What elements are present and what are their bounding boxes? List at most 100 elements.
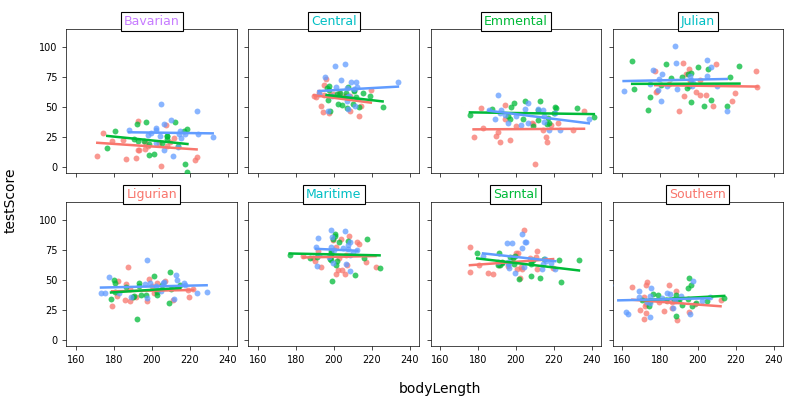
Point [141, 257, 154, 263]
Point [686, 83, 698, 90]
Point [138, 146, 151, 153]
Point [133, 282, 146, 289]
Point [325, 248, 338, 255]
Point [326, 236, 339, 243]
Point [130, 316, 143, 322]
Point [536, 261, 549, 267]
Point [140, 119, 153, 125]
Point [108, 276, 121, 283]
Point [525, 258, 538, 265]
Point [670, 313, 682, 320]
Point [509, 270, 522, 276]
Point [632, 294, 645, 300]
Point [157, 278, 170, 285]
Point [700, 72, 713, 79]
Point [139, 281, 152, 288]
Point [91, 152, 104, 159]
Point [174, 135, 187, 142]
Point [700, 91, 713, 98]
Point [168, 118, 181, 125]
Point [663, 282, 676, 288]
Point [343, 239, 356, 246]
Point [638, 303, 651, 309]
Point [330, 244, 342, 250]
Point [673, 108, 686, 114]
Point [376, 104, 389, 110]
Point [510, 265, 523, 272]
Point [508, 261, 521, 268]
Point [675, 74, 688, 80]
Point [496, 259, 509, 266]
Point [334, 236, 347, 242]
Point [691, 64, 704, 71]
Point [334, 77, 347, 83]
Point [206, 134, 219, 141]
Point [531, 106, 544, 112]
Point [297, 252, 310, 259]
Point [520, 239, 533, 245]
Point [524, 255, 537, 262]
Point [502, 113, 514, 120]
Point [492, 129, 505, 135]
Point [119, 284, 132, 290]
Point [518, 264, 531, 270]
Point [534, 98, 546, 104]
Point [322, 82, 335, 89]
Point [113, 290, 126, 296]
Point [138, 138, 150, 144]
Point [464, 244, 477, 250]
Point [119, 156, 132, 162]
Point [174, 282, 186, 288]
Point [109, 280, 122, 286]
Point [318, 81, 330, 88]
Point [144, 280, 157, 286]
Point [492, 250, 505, 256]
Point [133, 280, 146, 286]
Point [164, 139, 177, 145]
Point [124, 285, 137, 292]
Point [502, 259, 514, 266]
Point [132, 138, 145, 144]
Point [518, 227, 530, 233]
Point [130, 121, 143, 128]
Point [142, 132, 154, 138]
Point [670, 292, 683, 298]
Point [318, 92, 330, 99]
Point [653, 76, 666, 82]
Point [364, 93, 377, 99]
Point [644, 314, 657, 320]
Point [150, 292, 163, 298]
Point [149, 127, 162, 134]
Point [498, 116, 511, 123]
Point [494, 110, 506, 116]
Point [326, 93, 338, 99]
Point [358, 255, 370, 262]
Point [170, 272, 182, 278]
Point [161, 143, 174, 150]
Point [350, 94, 362, 101]
Point [549, 266, 562, 272]
Point [101, 145, 114, 152]
Point [283, 252, 296, 258]
Point [538, 118, 550, 125]
Point [666, 305, 679, 311]
Point [751, 84, 764, 90]
Point [343, 93, 356, 99]
Point [684, 78, 697, 84]
Point [518, 238, 531, 245]
Point [507, 255, 520, 261]
Point [704, 294, 717, 300]
Point [682, 296, 694, 302]
Title: Maritime: Maritime [306, 188, 362, 201]
Point [689, 301, 702, 308]
Point [509, 113, 522, 120]
Point [323, 108, 336, 114]
Point [342, 106, 354, 112]
Point [639, 282, 652, 288]
Point [190, 290, 203, 296]
Point [661, 83, 674, 89]
Point [308, 93, 321, 99]
Point [369, 264, 382, 270]
Point [155, 101, 168, 107]
Point [130, 154, 142, 161]
